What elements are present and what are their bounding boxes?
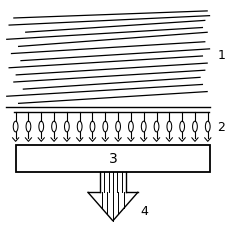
Text: 4: 4 bbox=[140, 205, 148, 218]
Text: 2: 2 bbox=[217, 121, 225, 134]
Text: 1: 1 bbox=[217, 49, 225, 62]
Bar bbox=[16, 145, 210, 172]
Text: 3: 3 bbox=[108, 151, 117, 166]
